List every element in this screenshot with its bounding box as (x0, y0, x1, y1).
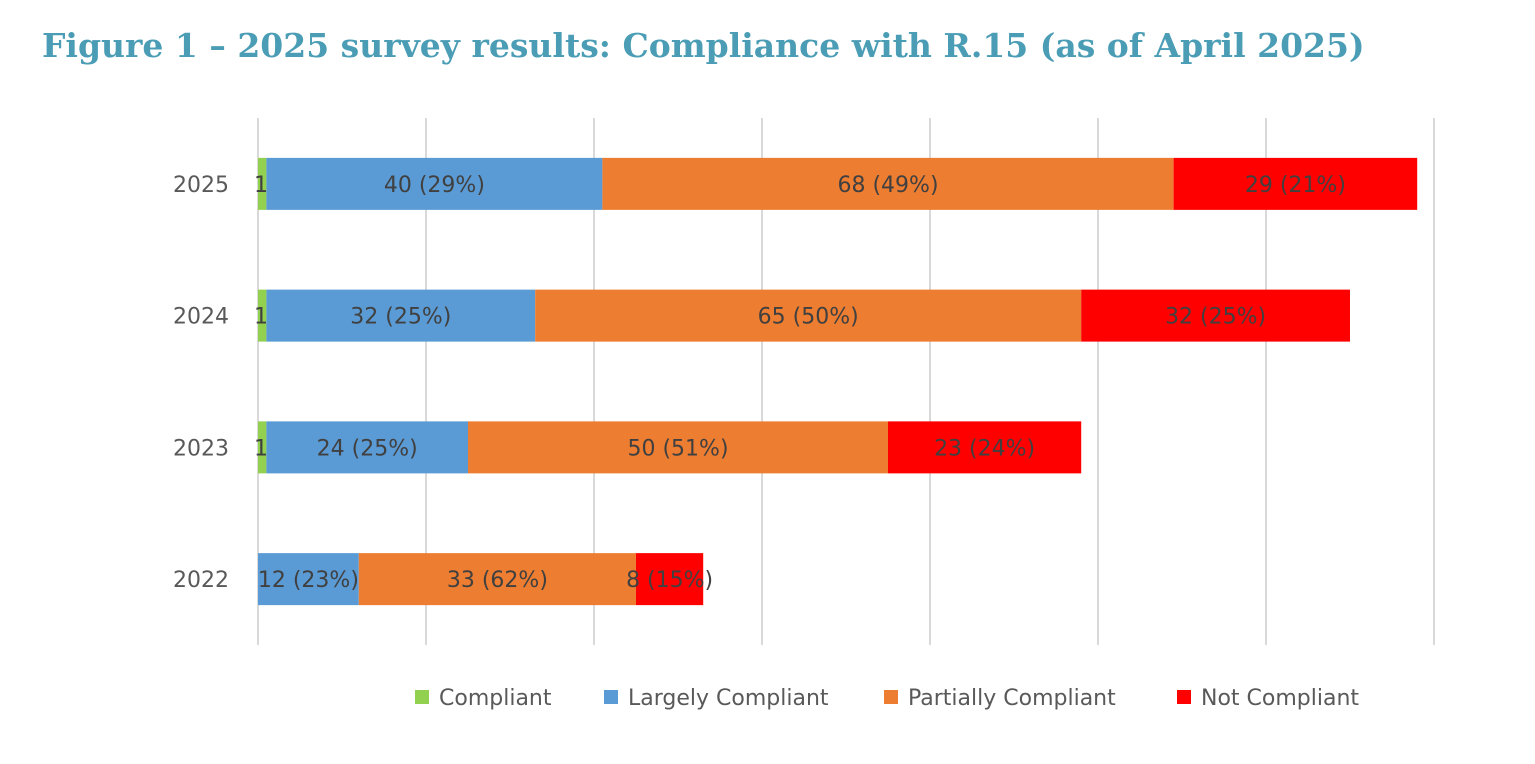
data-label: 50 (51%) (627, 436, 728, 461)
legend-label: Compliant (439, 686, 552, 711)
data-label: 24 (25%) (317, 436, 418, 461)
bar-segment (468, 421, 888, 474)
category-label: 2022 (173, 568, 229, 593)
bar-segment (535, 289, 1082, 342)
data-label: 1 (254, 173, 268, 198)
legend-label: Largely Compliant (628, 686, 829, 711)
bar-segment (1081, 289, 1350, 342)
figure-title: Figure 1 – 2025 survey results: Complian… (42, 26, 1365, 65)
legend-label: Not Compliant (1201, 686, 1359, 711)
bar-segment (1173, 157, 1418, 210)
data-label: 32 (25%) (1165, 305, 1266, 330)
data-label: 32 (25%) (350, 305, 451, 330)
bar-segment (258, 289, 267, 342)
data-label: 29 (21%) (1245, 173, 1346, 198)
data-label: 68 (49%) (837, 173, 938, 198)
bar-segment (358, 553, 636, 606)
data-label: 33 (62%) (447, 568, 548, 593)
bar-segment (888, 421, 1082, 474)
data-label: 1 (254, 305, 268, 330)
data-label: 12 (23%) (258, 568, 359, 593)
data-label: 8 (15%) (626, 568, 713, 593)
bar-segment (258, 157, 267, 210)
category-label: 2024 (173, 305, 229, 330)
bar-segment (602, 157, 1174, 210)
bar-segment (258, 421, 267, 474)
bar-segment (266, 157, 603, 210)
data-label: 65 (50%) (758, 305, 859, 330)
data-label: 1 (254, 436, 268, 461)
bar-segment (636, 553, 704, 606)
bar-segment (266, 289, 536, 342)
legend-label: Partially Compliant (908, 686, 1116, 711)
category-label: 2025 (173, 173, 229, 198)
legend-swatch (415, 690, 429, 704)
category-label: 2023 (173, 436, 229, 461)
bar-segment (266, 421, 468, 474)
data-label: 40 (29%) (384, 173, 485, 198)
legend-swatch (604, 690, 618, 704)
legend-swatch (884, 690, 898, 704)
data-label: 23 (24%) (934, 436, 1035, 461)
legend-swatch (1177, 690, 1191, 704)
bar-segment (258, 553, 359, 606)
